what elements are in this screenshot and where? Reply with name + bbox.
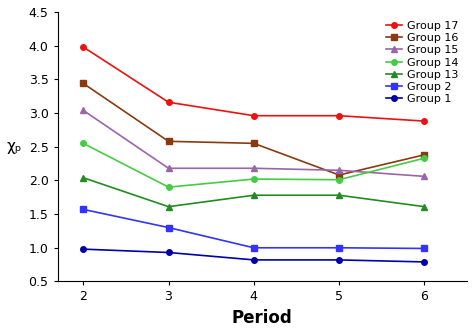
Group 14 <box>251 177 256 181</box>
Group 13 <box>165 205 171 209</box>
Group 14 <box>421 156 427 160</box>
Line: Group 13: Group 13 <box>81 175 427 209</box>
Group 17 <box>251 114 256 118</box>
Line: Group 14: Group 14 <box>81 141 427 190</box>
Legend: Group 17, Group 16, Group 15, Group 14, Group 13, Group 2, Group 1: Group 17, Group 16, Group 15, Group 14, … <box>382 17 462 108</box>
Group 16 <box>81 81 86 86</box>
Group 13 <box>251 193 256 197</box>
Group 13 <box>81 176 86 180</box>
Group 1 <box>165 250 171 255</box>
Group 15 <box>251 166 256 170</box>
Group 2 <box>251 246 256 250</box>
Y-axis label: χₚ: χₚ <box>7 139 22 154</box>
Line: Group 17: Group 17 <box>81 44 427 124</box>
Group 16 <box>336 173 342 177</box>
Group 15 <box>81 108 86 112</box>
Group 15 <box>421 174 427 178</box>
Line: Group 1: Group 1 <box>81 246 427 265</box>
Group 2 <box>421 246 427 250</box>
X-axis label: Period: Period <box>232 309 293 327</box>
Group 1 <box>251 258 256 262</box>
Line: Group 16: Group 16 <box>81 80 427 178</box>
Group 13 <box>336 193 342 197</box>
Line: Group 15: Group 15 <box>81 108 427 179</box>
Group 17 <box>165 100 171 104</box>
Group 17 <box>81 45 86 49</box>
Group 14 <box>336 178 342 182</box>
Line: Group 2: Group 2 <box>81 207 427 251</box>
Group 16 <box>251 141 256 145</box>
Group 1 <box>81 247 86 251</box>
Group 16 <box>165 139 171 143</box>
Group 15 <box>336 168 342 172</box>
Group 2 <box>81 207 86 211</box>
Group 16 <box>421 153 427 157</box>
Group 17 <box>336 114 342 118</box>
Group 1 <box>336 258 342 262</box>
Group 14 <box>81 141 86 145</box>
Group 14 <box>165 185 171 189</box>
Group 13 <box>421 205 427 209</box>
Group 2 <box>336 246 342 250</box>
Group 2 <box>165 225 171 229</box>
Group 15 <box>165 166 171 170</box>
Group 1 <box>421 260 427 264</box>
Group 17 <box>421 119 427 123</box>
